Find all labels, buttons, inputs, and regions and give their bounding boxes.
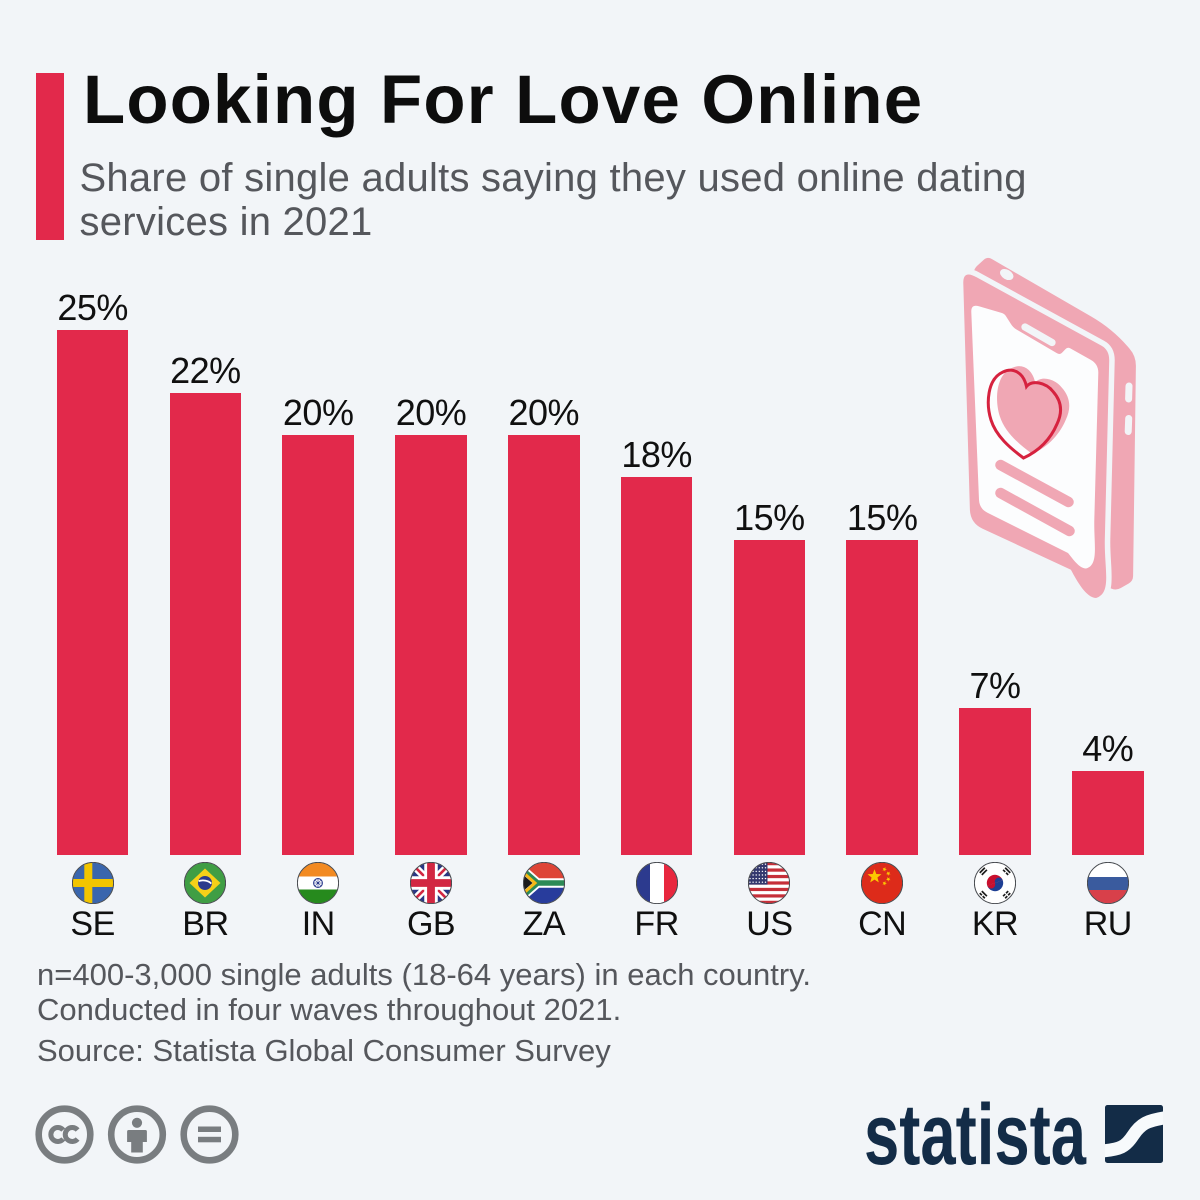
svg-text:statista: statista (864, 1095, 1087, 1175)
